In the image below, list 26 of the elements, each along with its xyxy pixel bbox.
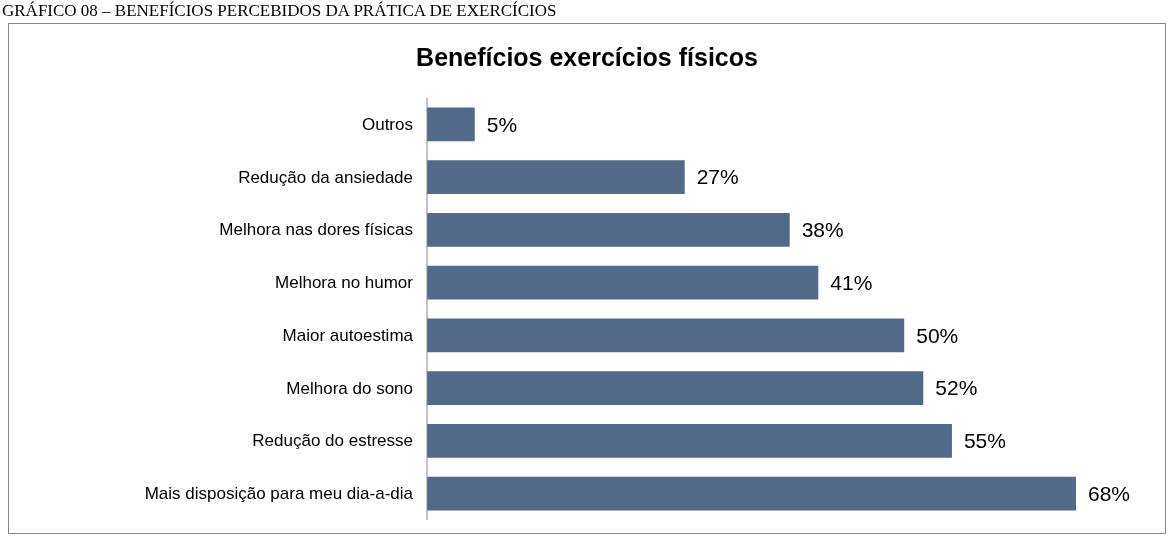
y-tick-label: Outros bbox=[361, 114, 413, 134]
y-tick-label: Maior autoestima bbox=[282, 325, 414, 345]
data-label: 50% bbox=[916, 323, 959, 347]
data-label: 27% bbox=[696, 165, 739, 189]
text: GRÁFICO 08 – BENEFÍCIOS PERCEBIDOS DA PRÁTICA DE EXERCÍCIOS bbox=[2, 1, 557, 20]
bar bbox=[427, 213, 790, 247]
data-label: 55% bbox=[963, 429, 1006, 453]
data-label: 5% bbox=[486, 112, 518, 136]
bar bbox=[427, 424, 952, 458]
bar bbox=[427, 476, 1076, 511]
y-tick-label: Redução da ansiedade bbox=[238, 167, 413, 187]
data-label: 41% bbox=[830, 270, 873, 294]
chart-title: Benefícios exercícios físicos bbox=[416, 43, 758, 71]
data-label: 68% bbox=[1088, 481, 1131, 505]
y-tick-label: Redução do estresse bbox=[252, 431, 413, 451]
bar bbox=[427, 107, 475, 142]
data-label: 52% bbox=[935, 376, 978, 400]
bar bbox=[427, 318, 905, 353]
y-tick-label: Mais disposição para meu dia-a-dia bbox=[144, 484, 414, 504]
bar bbox=[427, 265, 819, 300]
bar bbox=[427, 160, 685, 195]
data-label: 38% bbox=[801, 218, 844, 242]
bar bbox=[427, 371, 924, 406]
y-tick-label: Melhora do sono bbox=[286, 378, 413, 398]
y-tick-label: Melhora no humor bbox=[275, 273, 414, 293]
y-tick-label: Melhora nas dores físicas bbox=[219, 220, 413, 240]
